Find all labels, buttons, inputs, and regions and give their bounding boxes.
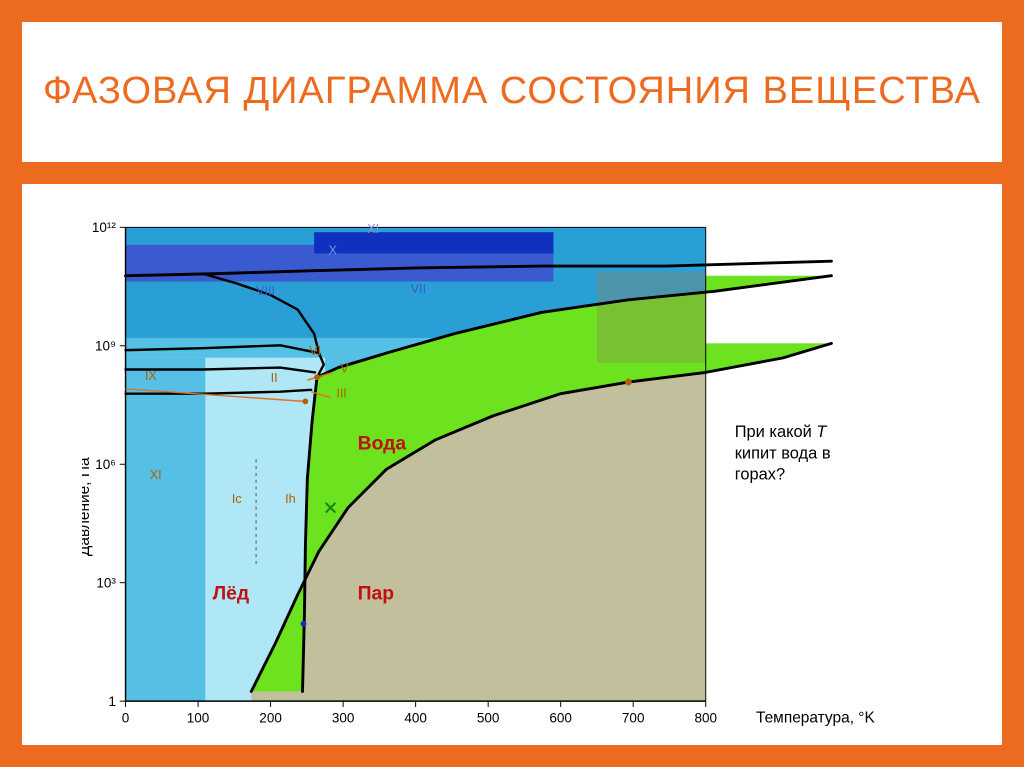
ice-phase-V: V bbox=[340, 361, 349, 375]
x-tick-label: 100 bbox=[187, 710, 210, 725]
title-band: ФАЗОВАЯ ДИАГРАММА СОСТОЯНИЯ ВЕЩЕСТВА bbox=[22, 22, 1002, 162]
chart-panel: 0 100 200 300 400 500 600 700 800 1 10³ 10⁶ 10⁹ 10¹² Л… bbox=[22, 184, 1002, 745]
region-ice-xi bbox=[126, 358, 206, 702]
region-xi-deep bbox=[314, 232, 553, 253]
x-tick-label: 400 bbox=[404, 710, 427, 725]
region-label-ice_light: Лёд bbox=[213, 584, 250, 605]
marker-ice-pt-1 bbox=[302, 398, 308, 404]
y-tick-label: 1 bbox=[108, 694, 116, 709]
marker-ice-pt-2 bbox=[314, 374, 320, 380]
ice-phase-VII: VII bbox=[411, 282, 426, 296]
phase-diagram-wrap: 0 100 200 300 400 500 600 700 800 1 10³ 10⁶ 10⁹ 10¹² Л… bbox=[82, 208, 962, 735]
ice-phase-Ic: Ic bbox=[232, 492, 242, 506]
x-tick-label: 0 bbox=[122, 710, 130, 725]
x-tick-label: 500 bbox=[477, 710, 500, 725]
marker-triple-point bbox=[301, 621, 307, 627]
side-note-line: кипит вода в bbox=[735, 444, 831, 462]
x-tick-label: 600 bbox=[549, 710, 572, 725]
y-tick-label: 10¹² bbox=[92, 220, 117, 235]
ice-phase-XI: XI bbox=[367, 222, 379, 236]
y-tick-label: 10⁹ bbox=[95, 339, 116, 354]
ice-phase-VI: VI bbox=[309, 344, 321, 358]
ice-phase-VIII: VIII bbox=[256, 284, 275, 298]
y-axis-label: Давление, Па bbox=[82, 457, 93, 556]
y-tick-label: 10³ bbox=[96, 576, 116, 591]
ice-phase-XI: XI bbox=[150, 468, 162, 482]
marker-critical-point bbox=[625, 379, 632, 386]
x-axis-label: Температура, °K bbox=[756, 709, 875, 726]
side-note-line: горах? bbox=[735, 466, 785, 484]
region-label-water: Вода bbox=[358, 434, 407, 455]
ice-phase-III: III bbox=[336, 387, 346, 401]
phase-diagram-svg: 0 100 200 300 400 500 600 700 800 1 10³ 10⁶ 10⁹ 10¹² Л… bbox=[82, 208, 962, 735]
y-tick-label: 10⁶ bbox=[95, 457, 116, 472]
side-note-line: При какой T bbox=[735, 423, 828, 441]
x-tick-label: 300 bbox=[332, 710, 355, 725]
ice-phase-X: X bbox=[329, 243, 338, 257]
x-tick-label: 700 bbox=[622, 710, 645, 725]
region-supercritical-overlay bbox=[597, 272, 706, 363]
page-title: ФАЗОВАЯ ДИАГРАММА СОСТОЯНИЯ ВЕЩЕСТВА bbox=[43, 69, 981, 115]
x-tick-label: 200 bbox=[259, 710, 282, 725]
ice-phase-IX: IX bbox=[145, 369, 157, 383]
x-tick-label: 800 bbox=[694, 710, 717, 725]
ice-phase-Ih: Ih bbox=[285, 492, 295, 506]
region-label-vapor: Пар bbox=[358, 584, 395, 605]
ice-phase-II: II bbox=[271, 371, 278, 385]
